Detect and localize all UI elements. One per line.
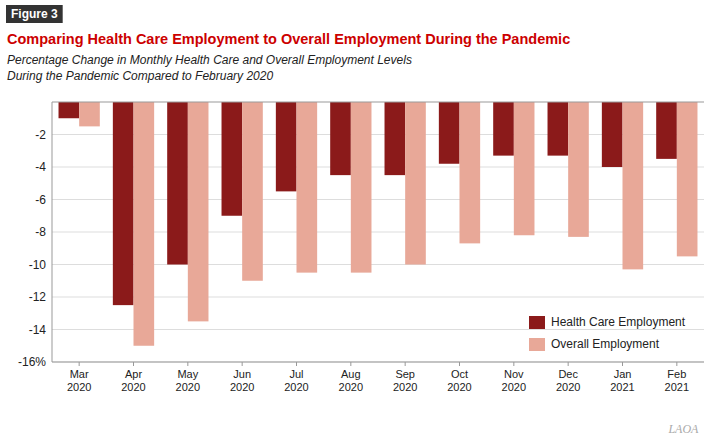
bar bbox=[439, 102, 460, 164]
bar bbox=[242, 102, 263, 281]
x-tick-label: Dec2020 bbox=[556, 368, 580, 393]
x-tick-label: Oct2020 bbox=[447, 368, 471, 393]
bar bbox=[188, 102, 209, 321]
bar bbox=[656, 102, 677, 159]
bar bbox=[297, 102, 318, 273]
background bbox=[0, 0, 720, 441]
bar bbox=[405, 102, 426, 265]
bar bbox=[276, 102, 297, 191]
bar bbox=[79, 102, 100, 126]
x-tick bbox=[242, 362, 243, 366]
x-tick bbox=[568, 362, 569, 366]
x-tick bbox=[459, 362, 460, 366]
bar bbox=[385, 102, 406, 175]
x-tick-label: Nov2020 bbox=[502, 368, 526, 393]
grid-line bbox=[52, 362, 704, 363]
x-tick-label: Feb2021 bbox=[665, 368, 689, 393]
y-axis-line bbox=[52, 102, 53, 362]
x-tick-label: May2020 bbox=[176, 368, 200, 393]
x-tick bbox=[622, 362, 623, 366]
x-tick bbox=[350, 362, 351, 366]
bar bbox=[514, 102, 535, 235]
watermark: LAOA bbox=[667, 422, 699, 436]
x-tick-label: Sep2020 bbox=[393, 368, 417, 393]
legend-swatch bbox=[529, 338, 545, 351]
bar bbox=[59, 102, 80, 118]
y-tick-label: -6 bbox=[35, 193, 46, 207]
bar bbox=[134, 102, 155, 346]
zero-line bbox=[52, 102, 704, 103]
bars bbox=[59, 102, 698, 346]
figure-label-text: Figure 3 bbox=[11, 7, 58, 21]
x-tick-label: Jan2021 bbox=[610, 368, 634, 393]
legend: Health Care Employment Overall Employment bbox=[529, 315, 686, 351]
subtitle: During the Pandemic Compared to February… bbox=[7, 69, 273, 83]
x-axis: Mar2020 Apr2020 May2020 Jun2020 Jul2020 Aug20… bbox=[67, 362, 689, 393]
x-tick bbox=[405, 362, 406, 366]
y-tick-label: -8 bbox=[35, 225, 46, 239]
bar bbox=[568, 102, 589, 237]
x-tick-label: Mar2020 bbox=[67, 368, 91, 393]
x-tick-label: Apr2020 bbox=[121, 368, 145, 393]
figure-label: Figure 3 bbox=[6, 5, 63, 23]
x-tick bbox=[133, 362, 134, 366]
title: Comparing Health Care Employment to Over… bbox=[7, 31, 570, 47]
y-axis: -2 -4 -6 -8 -10 -12 -14 -16% bbox=[18, 128, 46, 370]
bar bbox=[167, 102, 188, 265]
y-tick-label: -14 bbox=[29, 323, 47, 337]
x-tick bbox=[513, 362, 514, 366]
legend-label: Overall Employment bbox=[551, 337, 660, 351]
figure-label-box bbox=[6, 5, 63, 23]
bar bbox=[330, 102, 351, 175]
x-tick bbox=[79, 362, 80, 366]
bar bbox=[677, 102, 698, 256]
x-tick bbox=[676, 362, 677, 366]
bar bbox=[113, 102, 134, 305]
bar bbox=[493, 102, 514, 156]
axes bbox=[52, 102, 704, 362]
legend-label: Health Care Employment bbox=[551, 315, 686, 329]
bar bbox=[602, 102, 623, 167]
y-tick-label: -12 bbox=[29, 290, 47, 304]
bar bbox=[548, 102, 569, 156]
y-tick-label: -2 bbox=[35, 128, 46, 142]
x-tick-label: Aug2020 bbox=[339, 368, 363, 393]
bar bbox=[351, 102, 372, 273]
y-tick-label: -4 bbox=[35, 160, 46, 174]
subtitle: Percentage Change in Monthly Health Care… bbox=[7, 53, 412, 67]
legend-swatch bbox=[529, 316, 545, 329]
bar bbox=[623, 102, 644, 269]
x-axis-line bbox=[52, 362, 704, 363]
y-tick-label: -16% bbox=[18, 355, 46, 369]
x-tick bbox=[296, 362, 297, 366]
x-tick-label: Jul2020 bbox=[284, 368, 308, 393]
x-tick-label: Jun2020 bbox=[230, 368, 254, 393]
bar bbox=[222, 102, 243, 216]
bar bbox=[460, 102, 481, 243]
y-tick-label: -10 bbox=[29, 258, 47, 272]
x-tick bbox=[187, 362, 188, 366]
chart: Figure 3 Comparing Health Care Employment… bbox=[0, 0, 720, 441]
